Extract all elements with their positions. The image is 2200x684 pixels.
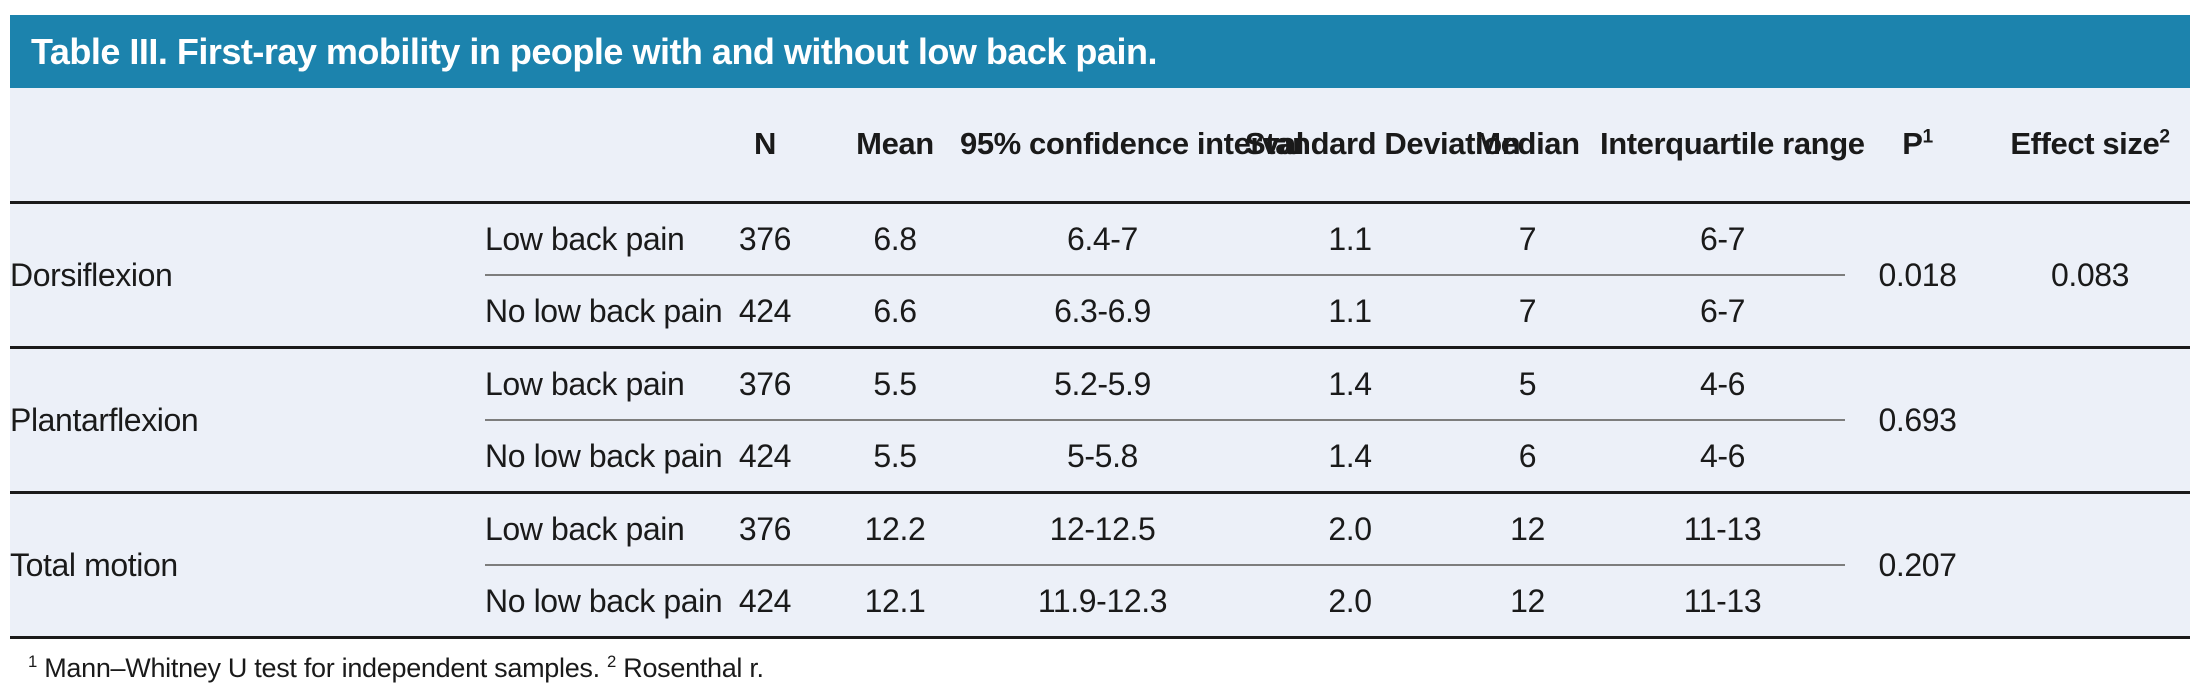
- cell-n: 376: [700, 201, 830, 276]
- table-row: No low back pain 424 5.5 5-5.8 1.4 6 4-6: [10, 420, 2190, 493]
- header-n: N: [700, 88, 830, 204]
- header-p-sup: 1: [1922, 126, 1934, 148]
- first-ray-mobility-table: N Mean 95% confidence interval Standard …: [10, 88, 2190, 639]
- cell-ci: 12-12.5: [960, 491, 1245, 566]
- header-ci: 95% confidence interval: [960, 88, 1304, 204]
- table-title: Table III. First-ray mobility in people …: [31, 30, 1157, 72]
- header-empty-group: [485, 88, 700, 204]
- cell-sd: 1.4: [1328, 437, 1372, 474]
- cell-p: 0.693: [1845, 346, 1990, 493]
- cell-mean: 5.5: [873, 437, 917, 474]
- header-p: P1: [1845, 88, 1990, 204]
- cell-n: 376: [700, 491, 830, 566]
- footnote-text-2: Rosenthal r.: [623, 653, 764, 683]
- header-sd: Standard Deviation: [1245, 88, 1521, 204]
- cell-median: 12: [1455, 491, 1600, 566]
- table-container: Table III. First-ray mobility in people …: [10, 15, 2190, 684]
- footnote-sup-1: 1: [28, 652, 38, 671]
- table-row: Dorsiflexion Low back pain 376 6.8 6.4-7…: [10, 201, 2190, 348]
- motion-label-total-motion: Total motion: [10, 491, 485, 638]
- cell-ci: 6.4-7: [960, 201, 1245, 276]
- header-median: Median: [1455, 88, 1600, 204]
- header-row: N Mean 95% confidence interval Standard …: [10, 88, 2190, 204]
- cell-p: 0.207: [1845, 491, 1990, 638]
- cell-median: 7: [1455, 201, 1600, 276]
- cell-sd: 1.4: [1245, 346, 1455, 421]
- group-label: Low back pain: [485, 491, 700, 566]
- cell-n: 424: [738, 582, 792, 619]
- cell-n: 376: [700, 346, 830, 421]
- header-mean: Mean: [830, 88, 960, 204]
- cell-median: 5: [1455, 346, 1600, 421]
- cell-median: 7: [1518, 292, 1537, 329]
- cell-ci: 11.9-12.3: [1037, 582, 1168, 619]
- table-header: N Mean 95% confidence interval Standard …: [10, 88, 2190, 204]
- cell-iqr: 11-13: [1683, 582, 1762, 619]
- cell-iqr: 4-6: [1600, 346, 1845, 421]
- group-label: No low back pain: [485, 292, 723, 329]
- cell-effect-size: [1990, 491, 2190, 638]
- cell-mean: 6.8: [830, 201, 960, 276]
- table-row: No low back pain 424 12.1 11.9-12.3 2.0 …: [10, 565, 2190, 638]
- cell-n: 424: [738, 437, 792, 474]
- cell-median: 6: [1518, 437, 1537, 474]
- group-label: Low back pain: [485, 346, 700, 421]
- footnote-text-1: Mann–Whitney U test for independent samp…: [44, 653, 600, 683]
- group-label: Low back pain: [485, 201, 700, 276]
- table-title-bar: Table III. First-ray mobility in people …: [10, 15, 2190, 88]
- cell-iqr: 6-7: [1600, 201, 1845, 276]
- cell-n: 424: [738, 292, 792, 329]
- cell-median: 12: [1510, 582, 1545, 619]
- cell-mean: 12.2: [830, 491, 960, 566]
- cell-mean: 5.5: [830, 346, 960, 421]
- group-label: No low back pain: [485, 437, 723, 474]
- table-row: Total motion Low back pain 376 12.2 12-1…: [10, 491, 2190, 638]
- footnote-sup-2: 2: [607, 652, 617, 671]
- cell-ci: 5.2-5.9: [960, 346, 1245, 421]
- header-effect-size-label: Effect size: [2010, 126, 2160, 162]
- table-row: Plantarflexion Low back pain 376 5.5 5.2…: [10, 346, 2190, 493]
- cell-iqr: 4-6: [1699, 437, 1746, 474]
- cell-sd: 2.0: [1245, 491, 1455, 566]
- cell-sd: 1.1: [1328, 292, 1372, 329]
- cell-p: 0.018: [1845, 201, 1990, 348]
- header-empty-motion: [10, 88, 485, 204]
- header-iqr: Interquartile range: [1600, 88, 1865, 204]
- table-body: Dorsiflexion Low back pain 376 6.8 6.4-7…: [10, 201, 2190, 638]
- header-p-label: P: [1902, 126, 1923, 162]
- motion-label-dorsiflexion: Dorsiflexion: [10, 201, 485, 348]
- cell-ci: 6.3-6.9: [1054, 292, 1151, 329]
- header-effect-size-sup: 2: [2159, 126, 2170, 148]
- cell-sd: 1.1: [1245, 201, 1455, 276]
- motion-label-plantarflexion: Plantarflexion: [10, 346, 485, 493]
- cell-iqr: 6-7: [1699, 292, 1746, 329]
- cell-iqr: 11-13: [1600, 491, 1845, 566]
- cell-mean: 6.6: [873, 292, 917, 329]
- group-label: No low back pain: [485, 582, 723, 619]
- cell-ci: 5-5.8: [1067, 437, 1138, 474]
- cell-sd: 2.0: [1328, 582, 1372, 619]
- cell-mean: 12.1: [864, 582, 926, 619]
- table-row: No low back pain 424 6.6 6.3-6.9 1.1 7 6…: [10, 275, 2190, 348]
- cell-effect-size: 0.083: [1990, 201, 2190, 348]
- header-effect-size: Effect size2: [1990, 88, 2190, 204]
- table-footnote: 1 Mann–Whitney U test for independent sa…: [10, 653, 2190, 684]
- cell-effect-size: [1990, 346, 2190, 493]
